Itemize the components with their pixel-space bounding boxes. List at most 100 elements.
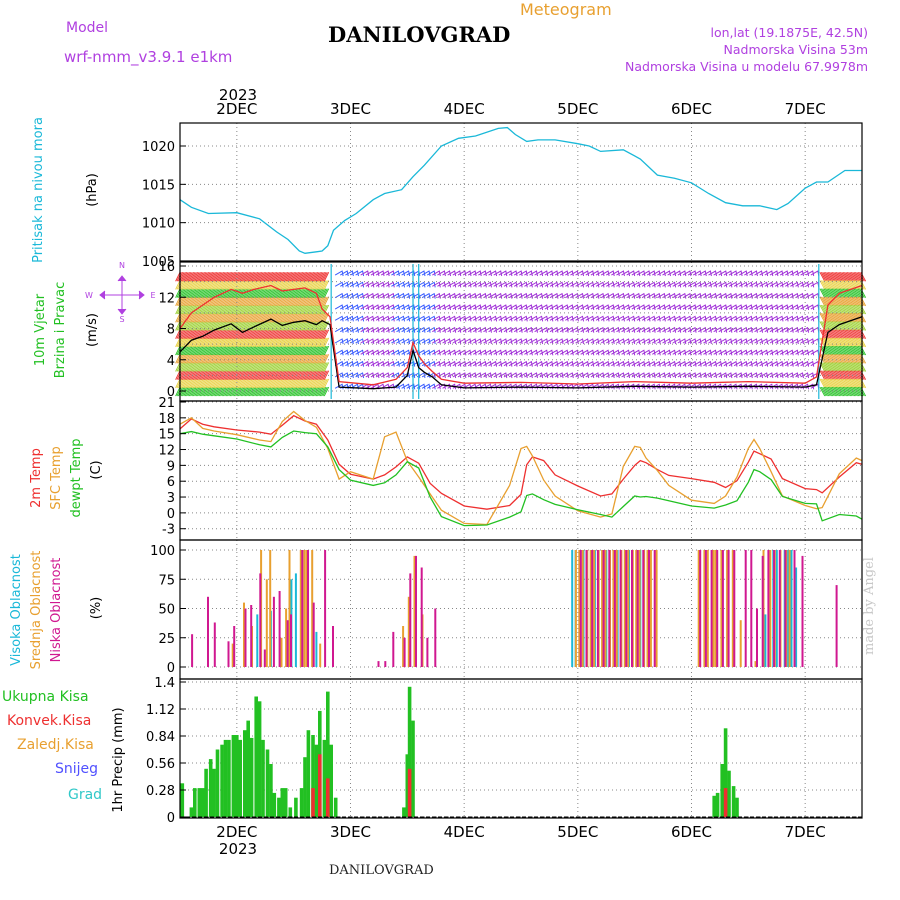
wind-barb-calm xyxy=(519,315,528,322)
wind-barb-strong xyxy=(202,329,208,339)
wind-barb-strong xyxy=(833,370,839,380)
wind-barb-calm xyxy=(334,349,344,356)
wind-barb-strong xyxy=(183,354,189,364)
bar-cloud xyxy=(434,608,437,667)
wind-barb-strong xyxy=(285,329,291,339)
wind-barb-strong xyxy=(246,337,252,348)
wind-barb-calm xyxy=(595,372,605,379)
wind-barb-strong xyxy=(280,378,286,389)
wind-barb-strong xyxy=(182,329,188,339)
wind-barb-calm xyxy=(728,270,738,277)
bar-precip xyxy=(407,768,412,817)
wind-barb-strong xyxy=(194,272,200,282)
wind-barb-calm xyxy=(764,349,774,356)
wind-barb-calm xyxy=(360,281,370,288)
wind-barb-strong xyxy=(827,362,834,372)
wind-barb-strong xyxy=(265,272,271,282)
wind-barb-strong xyxy=(280,321,286,331)
bar-cloud xyxy=(764,614,767,667)
wind-barb-strong xyxy=(224,313,230,323)
wind-barb-strong xyxy=(248,304,255,315)
wind-barb-strong xyxy=(190,288,196,298)
wind-barb-strong xyxy=(233,378,240,389)
wind-barb-strong xyxy=(829,378,835,389)
wind-barb-calm xyxy=(488,338,498,345)
bar-precip xyxy=(720,764,724,817)
wind-barb-calm xyxy=(774,372,784,379)
wind-barb-calm xyxy=(345,326,354,333)
wind-barb-strong xyxy=(229,345,235,356)
wind-barb-calm xyxy=(339,270,349,277)
wind-barb-strong xyxy=(820,304,827,315)
wind-barb-strong xyxy=(236,345,242,356)
wind-barb-calm xyxy=(621,270,631,277)
wind-barb-strong xyxy=(235,362,241,372)
wind-barb-strong xyxy=(284,304,290,315)
wind-barb-calm xyxy=(345,281,354,288)
wind-barb-calm xyxy=(396,349,406,356)
wind-label-2: Brzina i Pravac xyxy=(53,282,68,379)
wind-barb-calm xyxy=(437,372,446,379)
wind-barb-strong xyxy=(206,362,212,372)
wind-barb-calm xyxy=(600,326,610,333)
wind-barb-strong xyxy=(841,288,847,298)
wind-barb-strong xyxy=(318,313,324,323)
wind-barb-calm xyxy=(391,338,400,345)
wind-barb-strong xyxy=(210,337,216,348)
wind-barb-strong xyxy=(317,321,323,331)
wind-barb-strong xyxy=(853,288,860,298)
wind-barb-calm xyxy=(641,360,651,367)
wind-barb-strong xyxy=(217,337,223,348)
wind-barb-strong xyxy=(259,329,265,339)
wind-barb-calm xyxy=(544,270,554,277)
wind-barb-calm xyxy=(611,292,620,299)
wind-barb-calm xyxy=(692,349,702,356)
wind-barb-calm xyxy=(738,349,748,356)
wind-barb-strong xyxy=(246,296,252,307)
wind-barb-strong xyxy=(852,329,858,339)
wind-barb-strong xyxy=(282,296,289,307)
wind-barb-calm xyxy=(457,292,467,299)
wind-barb-strong xyxy=(302,362,308,372)
wind-barb-calm xyxy=(472,372,482,379)
wind-barb-calm xyxy=(749,270,758,277)
wind-barb-strong xyxy=(830,370,837,380)
bar-cloud xyxy=(420,567,423,667)
wind-barb-strong xyxy=(295,272,301,282)
wind-barb-strong xyxy=(291,378,297,389)
wind-barb-strong xyxy=(311,288,317,298)
wind-barb-calm xyxy=(472,270,482,277)
wind-barb-calm xyxy=(339,372,349,379)
wind-barb-strong xyxy=(239,272,245,282)
bar-cloud xyxy=(332,626,334,667)
wind-label-1: 10m Vjetar xyxy=(33,293,48,366)
wind-barb-strong xyxy=(846,345,853,356)
wind-barb-strong xyxy=(187,345,193,356)
wind-barb-strong xyxy=(242,337,248,348)
wind-barb-strong xyxy=(240,321,246,331)
wind-barb-calm xyxy=(769,360,779,367)
wind-barb-strong xyxy=(312,280,319,290)
wind-barb-strong xyxy=(840,337,846,348)
wind-barb-calm xyxy=(738,304,748,311)
wind-barb-calm xyxy=(749,360,758,367)
wind-barb-calm xyxy=(662,349,671,356)
wind-barb-calm xyxy=(692,315,702,322)
wind-barb-calm xyxy=(534,315,544,322)
wind-barb-strong xyxy=(190,280,196,290)
bar-precip xyxy=(299,788,304,817)
wind-barb-strong xyxy=(218,280,225,290)
wind-barb-strong xyxy=(826,329,832,339)
wind-barb-calm xyxy=(508,315,518,322)
wind-barb-strong xyxy=(175,362,181,372)
wind-barb-strong xyxy=(203,362,210,372)
footer-location: DANILOVGRAD xyxy=(329,863,434,878)
wind-barb-strong xyxy=(308,386,315,397)
wind-barb-strong xyxy=(187,329,193,339)
y-tick-label: 15 xyxy=(158,428,175,443)
wind-barb-calm xyxy=(728,338,738,345)
wind-barb-strong xyxy=(225,329,231,339)
wind-barb-strong xyxy=(229,386,235,397)
wind-barb-calm xyxy=(565,338,574,345)
bar-cloud xyxy=(312,602,315,667)
